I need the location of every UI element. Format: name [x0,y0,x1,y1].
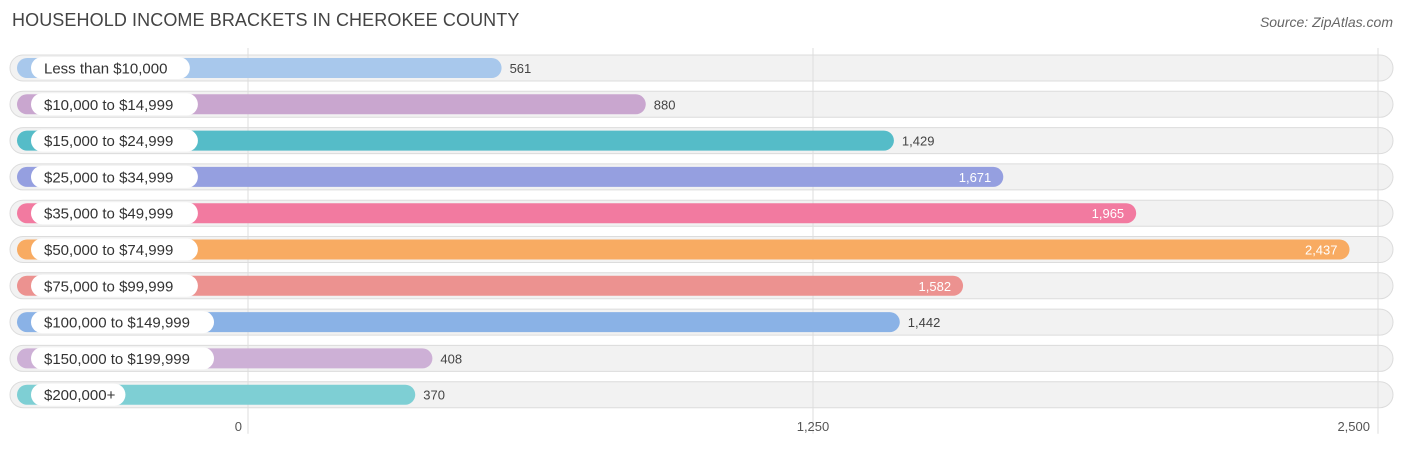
value-label: 2,437 [1305,243,1338,258]
category-label-pill [31,383,126,406]
bar [17,239,1350,260]
value-label: 1,582 [919,279,952,294]
value-label: 408 [440,351,462,366]
category-label: $75,000 to $99,999 [44,278,173,295]
x-tick-label: 0 [235,419,242,434]
x-tick-label: 2,500 [1337,419,1370,434]
x-tick-label: 1,250 [797,419,830,434]
bar [17,312,900,333]
bar [17,275,964,296]
bar [17,130,894,151]
category-label-pill [31,93,198,116]
value-label: 1,442 [908,315,941,330]
category-label: $200,000+ [44,387,116,404]
category-label: $150,000 to $199,999 [44,351,190,368]
category-label: $15,000 to $24,999 [44,133,173,150]
category-label-pill [31,57,190,79]
category-label: $35,000 to $49,999 [44,206,173,223]
chart-title: HOUSEHOLD INCOME BRACKETS IN CHEROKEE CO… [12,10,520,30]
value-label: 370 [423,388,445,403]
value-label: 561 [510,61,532,76]
category-label: Less than $10,000 [44,61,167,78]
category-label: $50,000 to $74,999 [44,242,173,259]
bar [17,203,1137,224]
value-label: 1,671 [959,170,992,185]
category-label: $100,000 to $149,999 [44,315,190,332]
source-note: Source: ZipAtlas.com [1259,14,1393,30]
category-label-pill [31,129,198,152]
category-label-pill [31,274,198,297]
category-label-pill [31,311,214,334]
category-label: $25,000 to $34,999 [44,169,173,186]
category-label-pill [31,165,198,188]
category-label-pill [31,202,198,225]
category-label-pill [31,238,198,261]
value-label: 880 [654,97,676,112]
value-label: 1,965 [1092,206,1125,221]
category-label: $10,000 to $14,999 [44,97,173,114]
category-label-pill [31,347,214,370]
bar [17,166,1004,187]
value-label: 1,429 [902,134,935,149]
